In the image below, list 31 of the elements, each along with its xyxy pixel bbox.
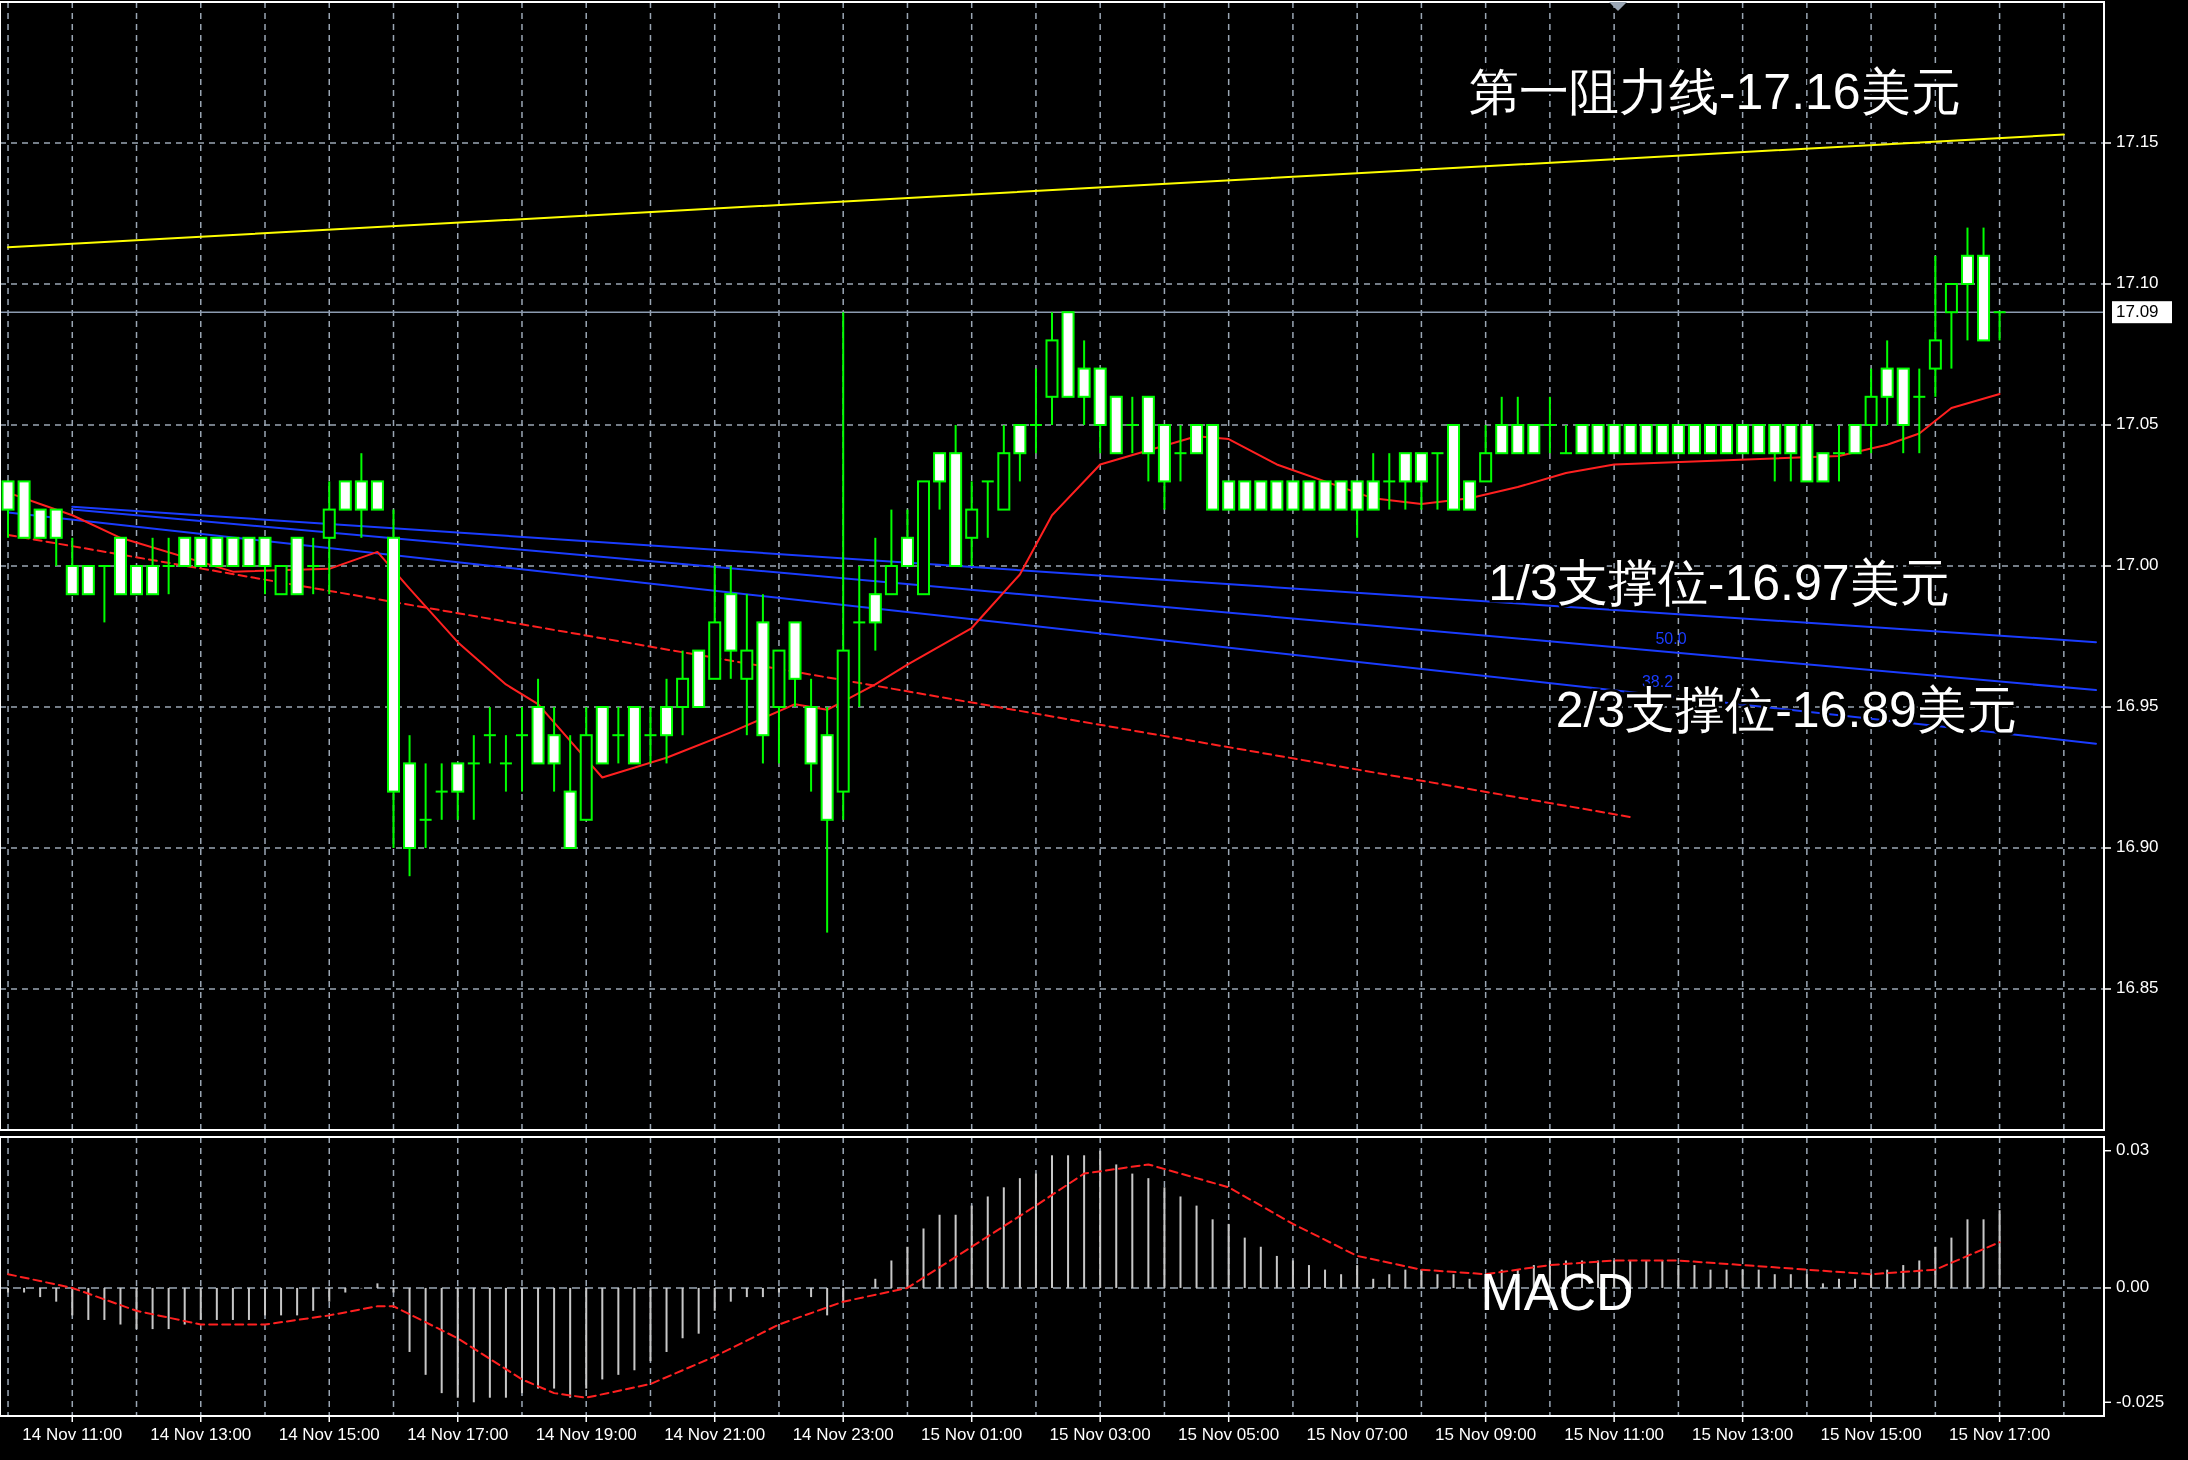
text: MACD [1480, 1262, 1634, 1321]
x-tick-label: 14 Nov 19:00 [535, 1425, 637, 1444]
x-tick-label: 14 Nov 15:00 [278, 1425, 380, 1444]
y-tick-label: 17.10 [2116, 273, 2159, 293]
x-tick-label: 15 Nov 17:00 [1949, 1425, 2051, 1444]
x-tick-label: 14 Nov 23:00 [792, 1425, 894, 1444]
x-tick-label: 15 Nov 13:00 [1692, 1425, 1794, 1444]
y-tick-label: 17.00 [2116, 555, 2159, 575]
annotation: 第一阻力线-17.16美元 [1468, 63, 1961, 120]
series-label: 50.0 [1655, 630, 1687, 648]
y-tick-label: 16.90 [2116, 837, 2159, 857]
y-tick-label: -0.025 [2116, 1391, 2165, 1411]
annotation: 1/3支撑位-16.97美元 [1488, 554, 1950, 611]
x-tick-label: 14 Nov 17:00 [407, 1425, 509, 1444]
x-tick-label: 15 Nov 11:00 [1564, 1425, 1665, 1444]
y-tick-label: 17.15 [2116, 132, 2159, 152]
x-tick-label: 15 Nov 01:00 [921, 1425, 1023, 1444]
x-tick-label: 14 Nov 21:00 [664, 1425, 766, 1444]
ref-line-label: 17.09 [2116, 301, 2159, 321]
y-tick-label: 16.95 [2116, 696, 2159, 716]
x-tick-label: 14 Nov 13:00 [150, 1425, 252, 1444]
x-tick-label: 15 Nov 07:00 [1306, 1425, 1408, 1444]
x-tick-label: 15 Nov 09:00 [1435, 1425, 1537, 1444]
x-tick-label: 15 Nov 15:00 [1820, 1425, 1922, 1444]
x-tick-label: 15 Nov 03:00 [1049, 1425, 1151, 1444]
y-tick-label: 16.85 [2116, 978, 2159, 998]
x-tick-label: 15 Nov 05:00 [1178, 1425, 1280, 1444]
y-tick-label: 17.05 [2116, 414, 2159, 434]
y-tick-label: 0.03 [2116, 1140, 2150, 1160]
y-tick-label: 0.00 [2116, 1277, 2150, 1297]
x-tick-label: 14 Nov 11:00 [22, 1425, 123, 1444]
